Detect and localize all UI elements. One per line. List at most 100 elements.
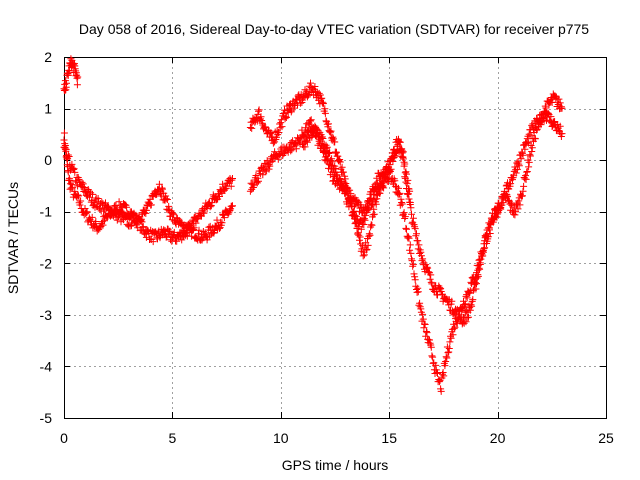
data-point xyxy=(445,348,453,356)
data-point xyxy=(476,256,484,264)
data-point xyxy=(413,230,420,238)
data-point xyxy=(518,149,526,157)
data-point xyxy=(395,138,403,146)
data-point xyxy=(89,190,96,198)
data-point xyxy=(398,200,406,208)
data-point xyxy=(406,187,414,195)
data-point xyxy=(211,227,218,234)
data-point xyxy=(351,211,359,219)
data-point xyxy=(224,210,232,218)
data-point xyxy=(149,191,157,199)
data-point xyxy=(360,251,368,259)
data-point xyxy=(201,229,209,237)
data-point xyxy=(493,213,501,221)
data-point xyxy=(525,139,533,147)
data-point xyxy=(327,127,335,135)
data-point xyxy=(352,219,360,227)
data-point xyxy=(177,219,184,227)
data-point xyxy=(467,301,475,309)
data-point xyxy=(479,246,487,254)
data-point xyxy=(405,195,413,203)
data-point xyxy=(277,119,285,127)
data-point xyxy=(409,214,417,222)
data-point xyxy=(165,202,173,210)
data-point xyxy=(422,328,430,335)
data-point xyxy=(395,191,403,198)
data-point xyxy=(455,311,463,319)
data-point xyxy=(95,224,103,232)
data-point xyxy=(471,274,479,282)
data-point xyxy=(90,221,98,229)
data-point xyxy=(463,314,471,322)
data-point xyxy=(159,185,166,193)
data-point xyxy=(442,358,450,365)
data-point xyxy=(265,165,273,173)
data-point xyxy=(266,130,274,137)
data-point xyxy=(82,209,90,217)
data-point xyxy=(380,174,388,182)
data-point xyxy=(123,220,131,228)
data-point xyxy=(169,210,177,218)
data-point xyxy=(255,107,262,115)
axis-ticks xyxy=(64,57,607,419)
data-point xyxy=(380,179,388,187)
data-point xyxy=(479,247,487,255)
data-point xyxy=(395,184,402,192)
data-point xyxy=(257,113,265,121)
data-point xyxy=(71,168,79,176)
data-point xyxy=(442,353,450,361)
data-point xyxy=(391,177,399,185)
data-point xyxy=(351,215,358,223)
data-point xyxy=(196,211,204,219)
data-point xyxy=(427,343,435,351)
data-point xyxy=(463,307,471,315)
data-point xyxy=(323,144,331,152)
data-point xyxy=(139,223,147,231)
data-point xyxy=(514,205,522,213)
data-point xyxy=(409,260,417,268)
data-point xyxy=(341,185,349,193)
data-point xyxy=(542,104,550,112)
data-point xyxy=(292,145,300,153)
data-point xyxy=(162,195,170,203)
data-point xyxy=(139,223,147,231)
data-point xyxy=(558,130,566,138)
data-point xyxy=(62,145,70,153)
data-point xyxy=(521,145,529,153)
data-point xyxy=(335,157,343,165)
data-point xyxy=(75,192,82,200)
series-6 xyxy=(299,122,414,260)
data-point xyxy=(226,206,234,214)
x-tick-label: 5 xyxy=(169,430,177,446)
data-point xyxy=(423,329,431,337)
data-point xyxy=(329,133,337,141)
data-point xyxy=(142,209,150,217)
data-point xyxy=(528,121,536,129)
data-point xyxy=(557,103,565,111)
data-point xyxy=(331,138,339,146)
data-point xyxy=(357,240,365,248)
data-point xyxy=(474,266,482,274)
data-point xyxy=(497,205,505,213)
data-point xyxy=(319,135,327,142)
data-point xyxy=(515,162,523,170)
data-point xyxy=(557,133,565,140)
data-point xyxy=(512,169,520,177)
data-point xyxy=(137,215,145,223)
data-point xyxy=(411,225,419,233)
data-point xyxy=(255,106,263,114)
data-point xyxy=(461,300,469,308)
data-point xyxy=(77,197,85,205)
data-point xyxy=(315,89,323,97)
data-point xyxy=(321,105,329,113)
data-point xyxy=(78,178,86,186)
data-point xyxy=(269,139,277,147)
data-point xyxy=(69,164,77,172)
data-point xyxy=(73,81,81,89)
data-point xyxy=(398,147,406,155)
data-point xyxy=(437,284,445,292)
data-point xyxy=(449,331,457,339)
data-point xyxy=(178,236,186,244)
data-point xyxy=(248,124,256,132)
data-point xyxy=(423,263,431,271)
